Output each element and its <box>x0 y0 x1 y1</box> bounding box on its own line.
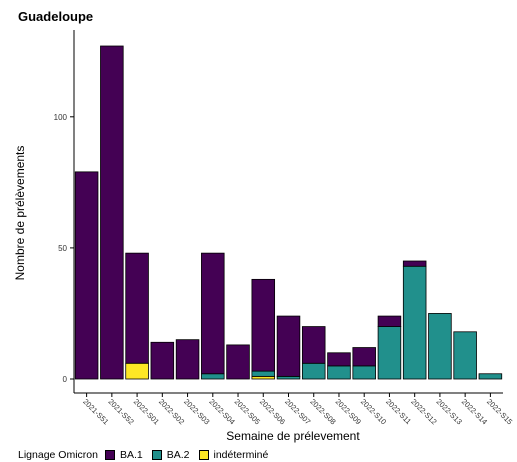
bar-ba-2-2022-s06 <box>251 370 276 377</box>
legend-label-ba1: BA.1 <box>119 449 143 461</box>
bar-ba-1-2021-s51 <box>74 171 99 380</box>
x-tick-label: 2022-S09 <box>334 397 363 426</box>
x-tick-label: 2022-S15 <box>485 397 514 426</box>
legend-item-indetermine: indéterminé <box>198 449 269 461</box>
bar-ba-2-2022-s14 <box>453 331 477 380</box>
legend: Lignage Omicron BA.1 BA.2 indéterminé <box>18 448 277 462</box>
x-tick-label: 2021-S51 <box>81 397 110 426</box>
bar-ba-1-2022-s06 <box>251 278 276 372</box>
bar-ba-1-2022-s09 <box>327 352 351 367</box>
x-tick-label: 2022-S12 <box>409 397 438 426</box>
y-tick-label: 50 <box>58 244 67 253</box>
x-tick-label: 2022-S14 <box>460 397 489 426</box>
bar-ba-2-2022-s13 <box>428 313 452 380</box>
bar-ba-1-2022-s05 <box>226 344 250 380</box>
bar-ba-1-2022-s01 <box>125 252 149 364</box>
x-tick-label: 2022-S06 <box>258 397 287 426</box>
legend-label-ba2: BA.2 <box>166 449 190 461</box>
y-tick-label: 0 <box>63 375 68 384</box>
bar-ba-1-2022-s07 <box>276 315 301 377</box>
x-ticks: 2021-S512021-S522022-S012022-S022022-S03… <box>81 393 514 426</box>
bar-ind-termin-2022-s06 <box>251 375 276 380</box>
bar-ba-1-2022-s11 <box>377 315 402 327</box>
y-tick-label: 100 <box>54 113 68 122</box>
x-tick-label: 2022-S05 <box>233 397 262 426</box>
chart-title: Guadeloupe <box>18 9 94 24</box>
legend-title: Lignage Omicron <box>18 449 98 461</box>
legend-item-ba1: BA.1 <box>104 449 143 461</box>
bar-ba-2-2022-s10 <box>352 365 376 380</box>
x-tick-label: 2022-S02 <box>157 397 186 426</box>
bar-ba-2-2022-s12 <box>402 265 427 380</box>
legend-label-indetermine: indéterminé <box>213 449 269 461</box>
bar-ba-2-2022-s04 <box>201 373 225 380</box>
bar-ba-1-2022-s02 <box>150 341 175 380</box>
x-tick-label: 2022-S01 <box>132 397 161 426</box>
legend-swatch-ba2 <box>151 450 162 460</box>
legend-item-ba2: BA.2 <box>151 449 190 461</box>
bar-ba-2-2022-s11 <box>377 326 402 380</box>
y-axis-label: Nombre de prélèvements <box>13 146 27 281</box>
legend-swatch-indetermine <box>198 450 209 460</box>
x-tick-label: 2022-S08 <box>308 397 337 426</box>
x-tick-label: 2021-S52 <box>106 397 135 426</box>
bar-ba-1-2022-s03 <box>175 339 200 380</box>
x-tick-label: 2022-S07 <box>283 397 312 426</box>
x-tick-label: 2022-S03 <box>182 397 211 426</box>
bar-ba-1-2022-s12 <box>402 260 427 267</box>
bar-ba-1-2022-s10 <box>352 347 376 367</box>
bar-ba-2-2022-s15 <box>478 373 503 380</box>
x-tick-label: 2022-S13 <box>434 397 463 426</box>
legend-swatch-ba1 <box>104 450 115 460</box>
x-tick-label: 2022-S11 <box>384 397 413 426</box>
bar-ba-2-2022-s09 <box>327 365 351 380</box>
x-axis-label: Semaine de prélevement <box>226 429 360 443</box>
x-tick-label: 2022-S10 <box>359 397 388 426</box>
bar-ba-1-2022-s08 <box>301 326 326 364</box>
x-tick-label: 2022-S04 <box>207 397 236 426</box>
bar-ba-1-2022-s04 <box>201 252 225 375</box>
y-ticks: 0 50 100 <box>54 113 74 384</box>
bars <box>74 45 503 380</box>
bar-ba-2-2022-s08 <box>301 362 326 380</box>
bar-ind-termin-2022-s01 <box>125 362 149 380</box>
bar-ba-1-2021-s52 <box>100 45 124 380</box>
